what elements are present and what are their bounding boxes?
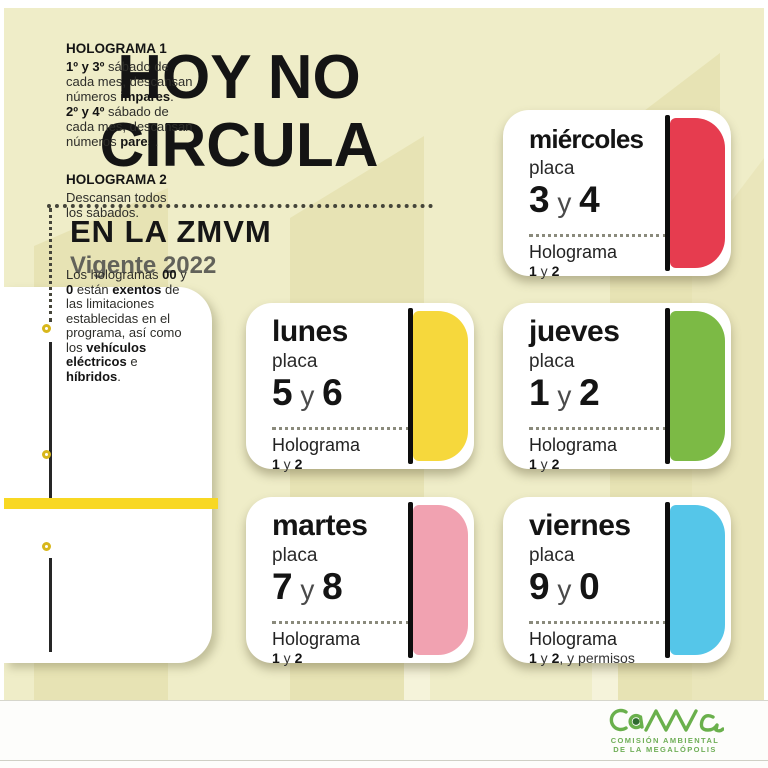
card-divider-line — [408, 308, 413, 464]
info-panel — [4, 287, 212, 663]
placa-label: placa — [529, 158, 575, 179]
timeline-line — [49, 558, 52, 652]
placa-label: placa — [272, 545, 318, 566]
holograma-value: 1 y 2 — [272, 650, 303, 666]
dotted-divider — [529, 234, 667, 237]
footer-divider — [0, 700, 768, 701]
dotted-divider — [529, 621, 667, 624]
bullet-icon — [42, 450, 51, 459]
title-line-1: HOY NO — [117, 43, 361, 112]
subtitle: EN LA ZMVM — [70, 214, 272, 249]
holograma-1-section: HOLOGRAMA 1 1º y 3º sábado de cada mes, d… — [66, 41, 208, 149]
plates-value: 5 y 6 — [272, 372, 343, 413]
timeline-line — [49, 342, 52, 502]
color-tab — [670, 505, 725, 655]
plates-value: 3 y 4 — [529, 179, 600, 220]
page-title: HOY NO CIRCULA — [62, 44, 416, 180]
bullet-icon — [42, 324, 51, 333]
came-logo-icon — [609, 708, 724, 733]
footer: COMISIÓN AMBIENTAL DE LA MEGALÓPOLIS — [0, 700, 768, 768]
bullet-icon — [42, 542, 51, 551]
card-divider-line — [408, 502, 413, 658]
org-name-line-2: DE LA MEGALÓPOLIS — [613, 745, 717, 754]
color-tab — [670, 311, 725, 461]
accent-bar — [4, 498, 218, 509]
holograma-value: 1 y 2 — [529, 456, 560, 472]
poster-canvas: HOY NO CIRCULA EN LA ZMVM Vigente 2022 H… — [4, 8, 764, 700]
holograma-label: Holograma — [272, 435, 361, 455]
card-miercoles: miércoles placa 3 y 4 Holograma 1 y 2 — [503, 110, 731, 279]
holograma-2-heading: HOLOGRAMA 2 — [66, 172, 167, 187]
plates-value: 1 y 2 — [529, 372, 600, 413]
card-lunes: lunes placa 5 y 6 Holograma 1 y 2 — [246, 303, 474, 472]
card-divider-line — [665, 308, 670, 464]
plates-value: 9 y 0 — [529, 566, 600, 607]
holograma-value: 1 y 2 — [272, 456, 303, 472]
validity-label: Vigente 2022 — [70, 252, 217, 279]
dotted-divider — [272, 427, 410, 430]
dotted-divider-horizontal — [47, 204, 433, 208]
holograma-label: Holograma — [529, 435, 618, 455]
footer-divider — [0, 760, 768, 761]
card-jueves: jueves placa 1 y 2 Holograma 1 y 2 — [503, 303, 731, 472]
day-label: martes — [272, 509, 368, 542]
holograma-value: 1 y 2, y permisos — [529, 650, 635, 666]
holograma-2-body: Descansan todos los sábados. — [66, 190, 167, 220]
holograma-2-section: HOLOGRAMA 2 Descansan todos los sábados. — [66, 172, 208, 220]
holograma-value: 1 y 2 — [529, 263, 560, 279]
org-name-line-1: COMISIÓN AMBIENTAL — [610, 736, 720, 745]
timeline-dotted-line — [49, 208, 52, 322]
day-label: viernes — [529, 509, 631, 542]
holograma-1-heading: HOLOGRAMA 1 — [66, 41, 167, 56]
color-tab — [413, 311, 468, 461]
day-label: jueves — [529, 315, 620, 348]
holograma-label: Holograma — [529, 629, 618, 649]
info-panel-text: HOLOGRAMA 1 1º y 3º sábado de cada mes, d… — [66, 8, 208, 384]
plates-value: 7 y 8 — [272, 566, 343, 607]
dotted-divider — [272, 621, 410, 624]
card-viernes: viernes placa 9 y 0 Holograma 1 y 2, y p… — [503, 497, 731, 666]
holograma-1-body: 1º y 3º sábado de cada mes, descansan núme… — [66, 59, 193, 149]
card-divider-line — [665, 115, 670, 271]
day-label: miércoles — [529, 124, 644, 154]
day-label: lunes — [272, 315, 348, 348]
placa-label: placa — [272, 351, 318, 372]
holograma-label: Holograma — [529, 242, 618, 262]
card-divider-line — [665, 502, 670, 658]
placa-label: placa — [529, 351, 575, 372]
holograma-label: Holograma — [272, 629, 361, 649]
color-tab — [670, 118, 725, 268]
dotted-divider — [529, 427, 667, 430]
title-line-2: CIRCULA — [99, 111, 379, 180]
came-logo: COMISIÓN AMBIENTAL DE LA MEGALÓPOLIS — [604, 704, 726, 754]
placa-label: placa — [529, 545, 575, 566]
card-martes: martes placa 7 y 8 Holograma 1 y 2 — [246, 497, 474, 666]
color-tab — [413, 505, 468, 655]
